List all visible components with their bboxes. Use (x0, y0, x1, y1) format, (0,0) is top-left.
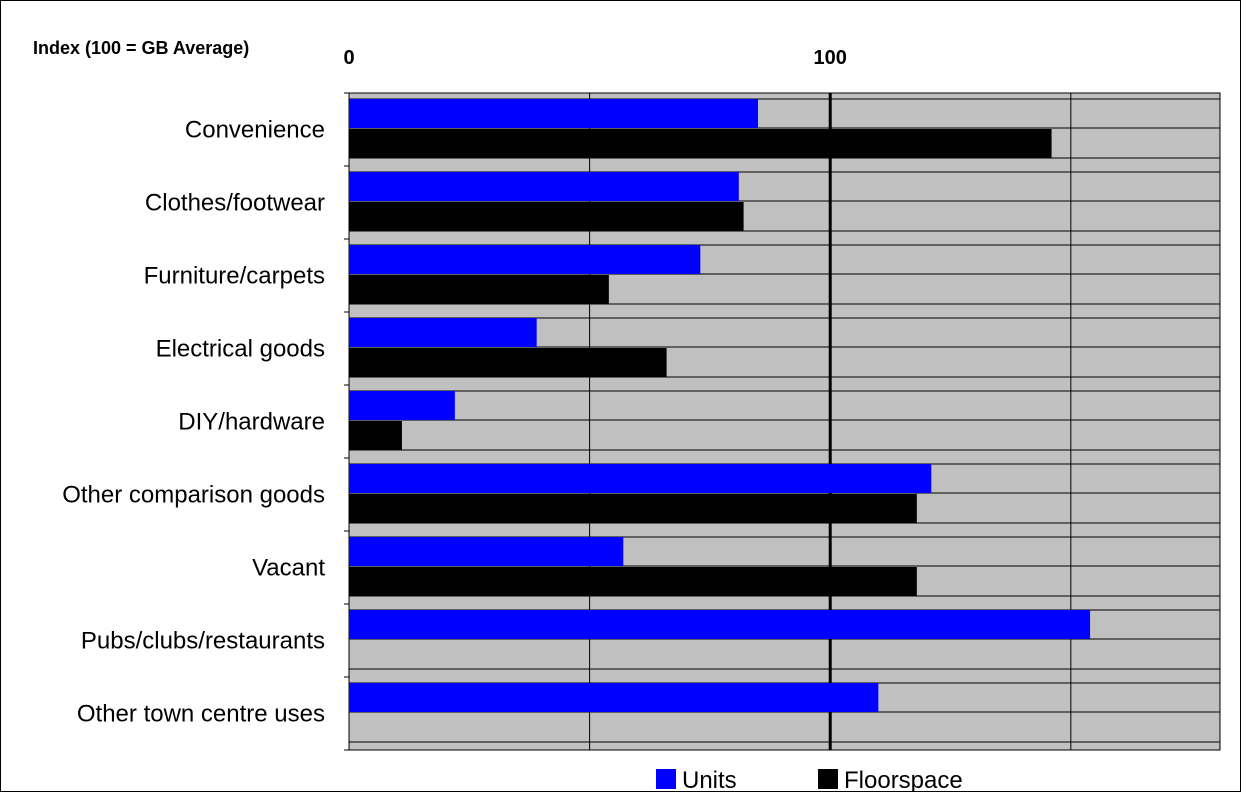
category-label: Furniture/carpets (144, 263, 325, 290)
bar-floorspace-5 (349, 421, 402, 450)
axis-title: Index (100 = GB Average) (33, 38, 249, 58)
legend-label-floorspace: Floorspace (844, 767, 963, 792)
legend-swatch-units (656, 769, 676, 789)
category-label: Vacant (252, 555, 325, 582)
bars (349, 99, 1091, 712)
bar-units-4 (349, 318, 537, 347)
bar-floorspace-6 (349, 494, 917, 523)
bar-units-8 (349, 610, 1091, 639)
bar-floorspace-2 (349, 202, 744, 231)
bar-units-7 (349, 537, 624, 566)
tick-label-100: 100 (814, 47, 847, 69)
bar-floorspace-4 (349, 348, 667, 377)
category-label: DIY/hardware (178, 409, 325, 436)
bar-floorspace-3 (349, 275, 609, 304)
tick-label-0: 0 (343, 47, 354, 69)
legend-swatch-floorspace (818, 769, 838, 789)
legend: Units Floorspace (656, 767, 963, 792)
category-label: Pubs/clubs/restaurants (81, 628, 325, 655)
category-label: Clothes/footwear (145, 190, 325, 217)
bar-units-2 (349, 172, 739, 201)
bar-units-6 (349, 464, 932, 493)
bar-units-9 (349, 683, 879, 712)
category-labels: Convenience Clothes/footwear Furniture/car… (62, 117, 325, 728)
bar-floorspace-7 (349, 567, 917, 596)
legend-label-units: Units (682, 767, 737, 792)
bar-units-5 (349, 391, 455, 420)
category-label: Other comparison goods (62, 482, 325, 509)
tick-labels: 0 100 (343, 47, 846, 69)
bar-floorspace-1 (349, 129, 1052, 158)
bar-units-1 (349, 99, 759, 128)
category-label: Convenience (185, 117, 325, 144)
category-label: Electrical goods (156, 336, 325, 363)
bar-units-3 (349, 245, 701, 274)
category-label: Other town centre uses (77, 701, 325, 728)
